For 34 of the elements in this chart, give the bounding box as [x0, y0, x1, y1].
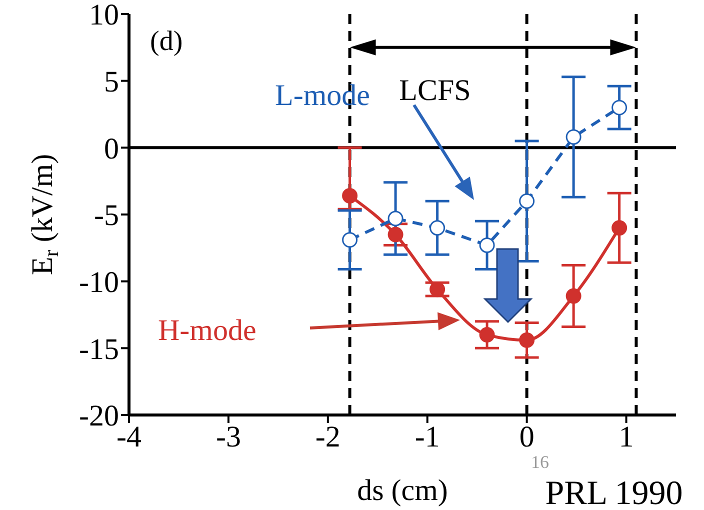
x-tick-label: -3: [216, 420, 241, 454]
y-tick-label: -20: [79, 400, 119, 433]
x-tick-label: 0: [519, 420, 534, 454]
point: [342, 188, 358, 204]
text: 16: [531, 452, 549, 472]
y-tick-label: -10: [79, 266, 119, 299]
point: [566, 288, 582, 304]
x-tick-label: -1: [414, 420, 440, 454]
point: [566, 129, 582, 145]
point: [479, 327, 495, 343]
point: [430, 282, 446, 298]
y-tick-label: -15: [79, 332, 119, 366]
text: PRL 1990: [545, 475, 683, 510]
point: [612, 100, 628, 116]
point: [519, 332, 535, 348]
point: [342, 232, 358, 248]
point: [479, 237, 495, 253]
annotation: LCFS: [399, 74, 471, 107]
x-tick-label: -4: [116, 420, 142, 454]
y-tick-label: 5: [104, 65, 119, 98]
annotation: (d): [150, 26, 183, 57]
point: [612, 220, 628, 236]
point: [519, 193, 535, 209]
y-tick-label: 10: [89, 0, 119, 32]
y-tick-label: 0: [104, 132, 119, 166]
point: [388, 226, 404, 242]
x-tick-label: 1: [618, 420, 634, 454]
point: [430, 220, 446, 236]
x-axis-title: ds (cm): [357, 474, 448, 507]
annotation: H-mode: [158, 314, 256, 347]
y-tick-label: -5: [94, 199, 119, 232]
annotation: L-mode: [275, 79, 370, 112]
point: [388, 210, 404, 226]
x-tick-label: -2: [315, 420, 340, 454]
